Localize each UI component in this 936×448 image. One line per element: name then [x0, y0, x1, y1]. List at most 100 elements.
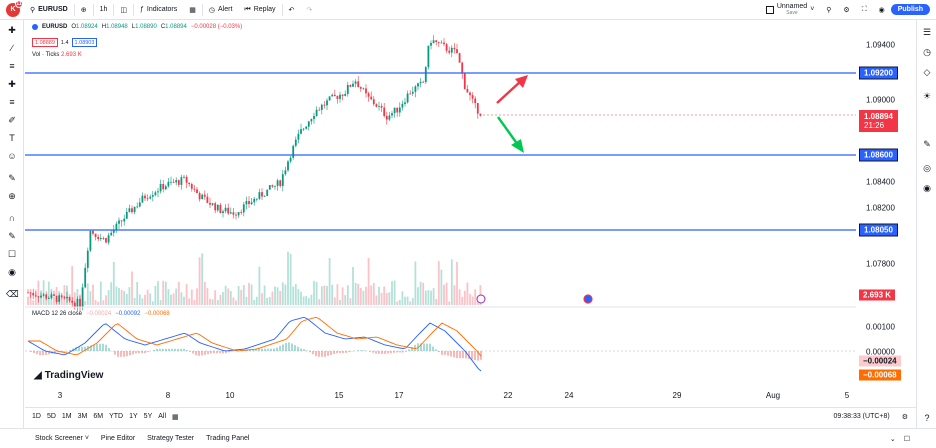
range-1d[interactable]: 1D: [32, 413, 41, 420]
horizontal-lines-icon[interactable]: ≡: [9, 61, 15, 71]
trash-icon[interactable]: ⌫: [6, 289, 19, 299]
compare-symbol-button[interactable]: ⊕: [75, 0, 93, 20]
candle-body: [365, 88, 367, 94]
layout-templates-button[interactable]: ▦: [183, 0, 202, 20]
streams-icon[interactable]: ◎: [923, 163, 931, 173]
macd-histogram-bar: [30, 351, 32, 353]
candle-body: [102, 237, 105, 239]
interval-button[interactable]: 1h: [99, 6, 108, 13]
range-1m[interactable]: 1M: [61, 413, 72, 420]
clock-timezone[interactable]: 09:38:33 (UTC+8): [833, 413, 890, 420]
emoji-icon[interactable]: ☺: [7, 151, 17, 161]
chat-icon[interactable]: ✎: [923, 139, 931, 149]
tab-trading-panel[interactable]: Trading Panel: [206, 435, 250, 442]
candle-body: [73, 302, 76, 307]
ohlc-high: H1.08948: [101, 24, 128, 30]
help-icon[interactable]: ?: [924, 413, 930, 423]
volume-bar: [359, 287, 362, 305]
stay-in-drawing-mode-icon[interactable]: ✎: [8, 231, 16, 241]
fib-retracement-icon[interactable]: ≡: [9, 97, 15, 107]
macd-histogram-bar: [258, 348, 260, 351]
candle-body: [175, 180, 178, 183]
undo-button[interactable]: ↶: [283, 0, 301, 20]
maximize-panel-icon[interactable]: ☐: [903, 435, 910, 443]
macd-histogram-bar: [342, 351, 344, 354]
zoom-in-icon[interactable]: ⊕: [8, 191, 16, 201]
macd-histogram-bar: [165, 348, 167, 351]
tab-pine-editor[interactable]: Pine Editor: [100, 435, 136, 442]
magnet-icon[interactable]: ∩: [8, 213, 16, 223]
notification-badge: 11: [15, 0, 23, 8]
tab-strategy-tester[interactable]: Strategy Tester: [147, 435, 195, 442]
price-chart[interactable]: [25, 21, 856, 387]
publish-button[interactable]: Publish: [890, 4, 930, 15]
macd-histogram-bar: [183, 348, 185, 351]
brush-icon[interactable]: ✐: [8, 115, 16, 125]
layout-name-button[interactable]: Unnamed Save ˅: [760, 0, 820, 20]
alert-button[interactable]: ◷ Alert: [208, 6, 233, 14]
pitchfork-icon[interactable]: ✚: [8, 79, 16, 89]
scale-settings-icon[interactable]: ⚙: [901, 413, 908, 421]
volume-bar: [229, 291, 232, 305]
candle-body: [372, 99, 375, 105]
layers-icon[interactable]: ◇: [923, 67, 931, 77]
settings-button[interactable]: ⚙: [837, 0, 855, 20]
macd-histogram-bar: [399, 351, 401, 353]
sell-price-button[interactable]: 1.08889: [32, 38, 58, 47]
volume-bar: [336, 284, 339, 305]
range-6m[interactable]: 6M: [93, 413, 104, 420]
candle-body: [154, 192, 157, 196]
chart-type-button[interactable]: ◫: [114, 0, 133, 20]
fullscreen-button[interactable]: ⛶: [856, 0, 873, 20]
range-ytd[interactable]: YTD: [109, 413, 124, 420]
redo-icon: ↷: [306, 6, 313, 14]
go-to-date-icon[interactable]: ▦: [172, 413, 179, 421]
ideas-bulb-icon[interactable]: ☀: [922, 91, 932, 101]
range-all[interactable]: All: [158, 413, 167, 420]
collapse-panel-icon[interactable]: ⌄: [889, 435, 896, 443]
range-5y[interactable]: 5Y: [143, 413, 153, 420]
volume-bar: [458, 289, 461, 305]
volume-bar: [300, 291, 302, 305]
watchlist-icon[interactable]: ☰: [922, 27, 932, 37]
redo-button[interactable]: ↷: [300, 0, 318, 20]
chevron-down-icon: ˅: [84, 435, 89, 442]
trend-line-icon[interactable]: ∕: [11, 43, 13, 53]
range-1y[interactable]: 1Y: [129, 413, 138, 420]
buy-price-button[interactable]: 1.08903: [71, 38, 98, 47]
volume-bar: [466, 282, 469, 305]
replay-button[interactable]: ⏮ Replay: [244, 5, 276, 14]
ruler-icon[interactable]: ✎: [8, 173, 16, 183]
symbol-search-button[interactable]: ⚲ EURUSD: [24, 0, 74, 20]
volume-bar: [149, 293, 152, 305]
candle-body: [398, 107, 401, 113]
candle-body: [323, 104, 326, 106]
ohlc-legend: EURUSD O1.08924 H1.08948 L1.08890 C1.088…: [32, 24, 242, 30]
snapshot-button[interactable]: ◉: [873, 0, 891, 20]
quick-search-button[interactable]: ⚲: [820, 0, 837, 20]
time-label: 22: [503, 391, 513, 400]
tab-stock-screener[interactable]: Stock Screener ˅: [35, 435, 89, 442]
text-icon[interactable]: T: [9, 133, 15, 143]
range-5d[interactable]: 5D: [46, 413, 56, 420]
eye-icon[interactable]: ◉: [8, 267, 16, 277]
macd-histogram-bar: [207, 351, 209, 355]
candle-body: [424, 67, 427, 83]
macd-histogram-bar: [228, 351, 230, 353]
ohlc-change: −0.00028 (−0.03%): [190, 24, 243, 30]
alerts-clock-icon[interactable]: ◷: [923, 47, 931, 57]
lock-icon[interactable]: ☐: [7, 249, 17, 259]
volume-bar: [84, 301, 87, 305]
macd-histogram-bar: [456, 351, 458, 359]
range-3m[interactable]: 3M: [77, 413, 88, 420]
crosshair-icon[interactable]: ✚: [8, 25, 16, 35]
notifications-icon[interactable]: ◉: [923, 183, 931, 193]
candle-body: [456, 49, 458, 54]
price-scale[interactable]: 1.09400 1.09200 1.09000 1.08894 21:26 1.…: [856, 21, 916, 401]
time-scale[interactable]: 3 8 10 15 17 22 24 29 Aug 5: [25, 387, 856, 403]
indicators-button[interactable]: ƒ Indicators: [140, 6, 178, 13]
user-avatar[interactable]: K 11: [6, 0, 23, 17]
tradingview-logo[interactable]: ◢ TradingView: [34, 370, 104, 381]
volume-bar: [411, 298, 414, 305]
volume-bar: [352, 266, 354, 305]
